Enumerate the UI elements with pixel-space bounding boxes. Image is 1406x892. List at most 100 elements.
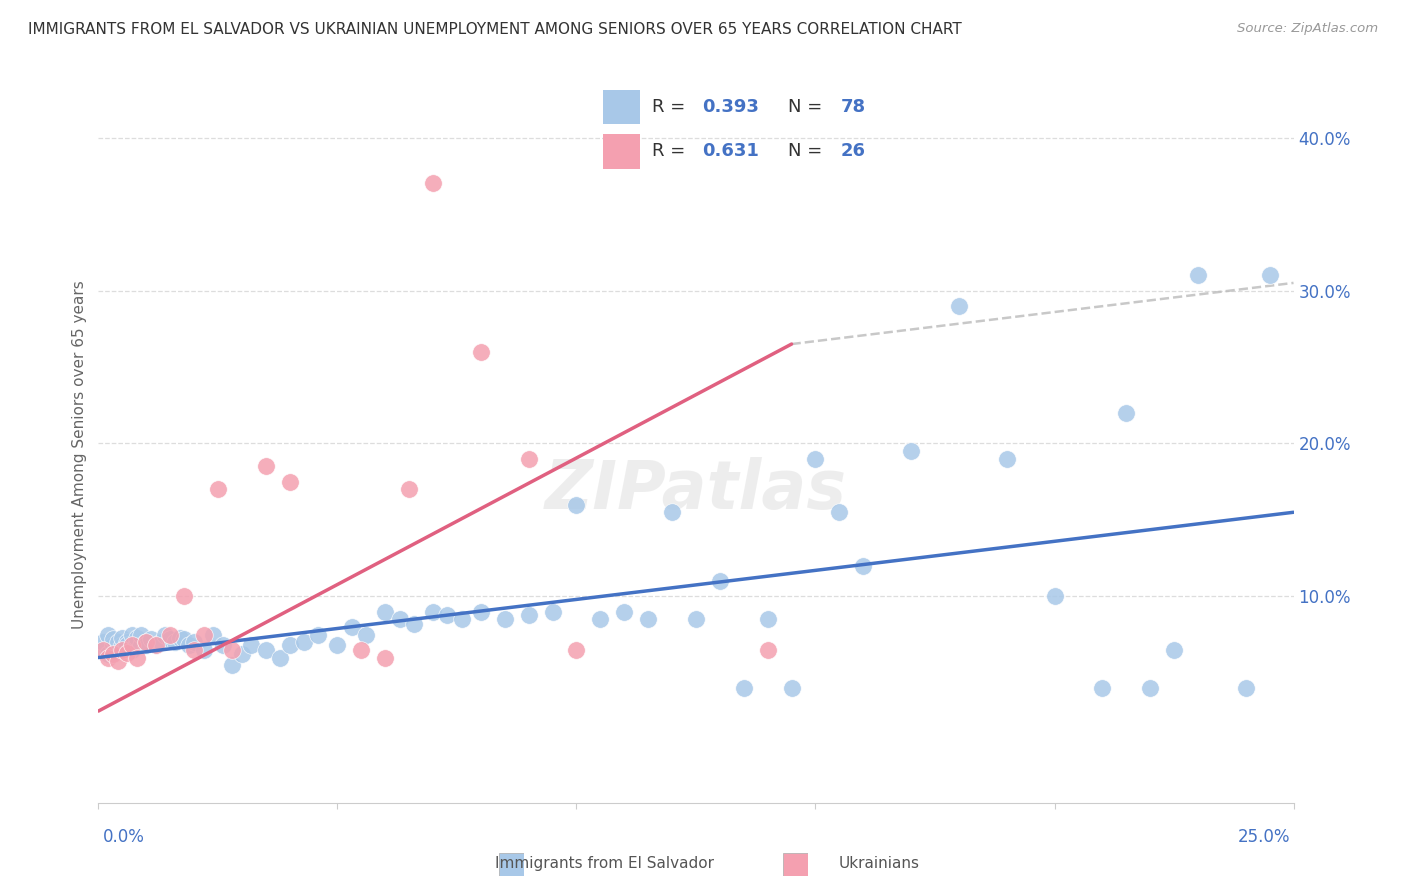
Point (101, 648, 124, 662)
Point (193, 643, 215, 657)
Point (91, 635, 114, 649)
Text: ZIPatlas: ZIPatlas (546, 457, 846, 523)
Point (709, 574, 731, 588)
Point (121, 638, 143, 652)
Point (145, 638, 167, 652)
Point (402, 616, 425, 631)
Text: 25.0%: 25.0% (1239, 828, 1291, 846)
Point (131, 638, 153, 652)
Point (179, 638, 201, 652)
Point (135, 635, 157, 649)
Point (269, 650, 291, 665)
Point (183, 635, 205, 649)
Point (101, 638, 124, 652)
Point (470, 605, 492, 619)
Text: R =: R = (652, 98, 692, 116)
Point (135, 635, 157, 649)
Point (307, 627, 329, 641)
Point (326, 638, 349, 652)
Point (254, 643, 277, 657)
Point (145, 638, 167, 652)
Point (221, 658, 243, 673)
Point (517, 607, 540, 622)
Point (107, 654, 129, 668)
Point (565, 643, 588, 657)
Point (398, 483, 420, 497)
Point (1258, 268, 1281, 283)
Point (159, 632, 181, 647)
Point (613, 605, 636, 619)
Text: 0.393: 0.393 (702, 98, 759, 116)
Point (388, 612, 411, 626)
Point (565, 498, 588, 512)
Bar (603, 134, 640, 169)
Text: 78: 78 (841, 98, 866, 116)
Text: Ukrainians: Ukrainians (838, 856, 920, 871)
Point (422, 177, 444, 191)
Point (470, 344, 492, 359)
Text: 26: 26 (841, 143, 866, 161)
Point (159, 627, 181, 641)
Point (756, 643, 779, 657)
Point (517, 451, 540, 466)
Point (733, 681, 755, 695)
Text: N =: N = (789, 143, 828, 161)
Point (211, 638, 233, 652)
Point (173, 590, 195, 604)
Text: 0.631: 0.631 (702, 143, 759, 161)
Y-axis label: Unemployment Among Seniors over 65 years: Unemployment Among Seniors over 65 years (72, 281, 87, 629)
Point (111, 643, 134, 657)
Point (115, 646, 138, 660)
Point (125, 650, 148, 665)
Point (155, 627, 177, 641)
Point (125, 631, 148, 645)
Point (221, 643, 243, 657)
Point (436, 607, 458, 622)
Point (637, 612, 659, 626)
Point (374, 650, 396, 665)
Text: Source: ZipAtlas.com: Source: ZipAtlas.com (1237, 22, 1378, 36)
Point (350, 643, 373, 657)
Point (494, 612, 516, 626)
Point (97, 648, 120, 662)
Bar (603, 90, 640, 124)
Point (202, 627, 225, 641)
Point (948, 299, 970, 313)
Point (374, 605, 396, 619)
Text: IMMIGRANTS FROM EL SALVADOR VS UKRAINIAN UNEMPLOYMENT AMONG SENIORS OVER 65 YEAR: IMMIGRANTS FROM EL SALVADOR VS UKRAINIAN… (28, 22, 962, 37)
Point (780, 681, 803, 695)
Point (107, 643, 129, 657)
Point (125, 635, 148, 649)
Point (1043, 590, 1066, 604)
Point (115, 638, 138, 652)
Point (852, 558, 875, 573)
Point (589, 612, 612, 626)
Point (111, 631, 134, 645)
Point (231, 648, 253, 662)
Point (354, 627, 377, 641)
Point (193, 627, 215, 641)
Point (1091, 681, 1114, 695)
Point (135, 638, 157, 652)
Point (1139, 681, 1161, 695)
Point (121, 643, 143, 657)
Point (101, 632, 124, 647)
Point (121, 627, 143, 641)
Point (131, 627, 153, 641)
Point (278, 475, 301, 489)
Point (422, 605, 444, 619)
Point (685, 612, 707, 626)
Point (207, 483, 229, 497)
Point (828, 505, 851, 519)
Point (91, 643, 114, 657)
Point (254, 459, 277, 474)
Point (111, 638, 134, 652)
Point (240, 638, 263, 652)
Text: 0.0%: 0.0% (103, 828, 145, 846)
Point (183, 643, 205, 657)
Point (149, 635, 172, 649)
Point (97, 650, 120, 665)
Point (900, 444, 922, 458)
Point (107, 635, 129, 649)
Point (1163, 643, 1185, 657)
